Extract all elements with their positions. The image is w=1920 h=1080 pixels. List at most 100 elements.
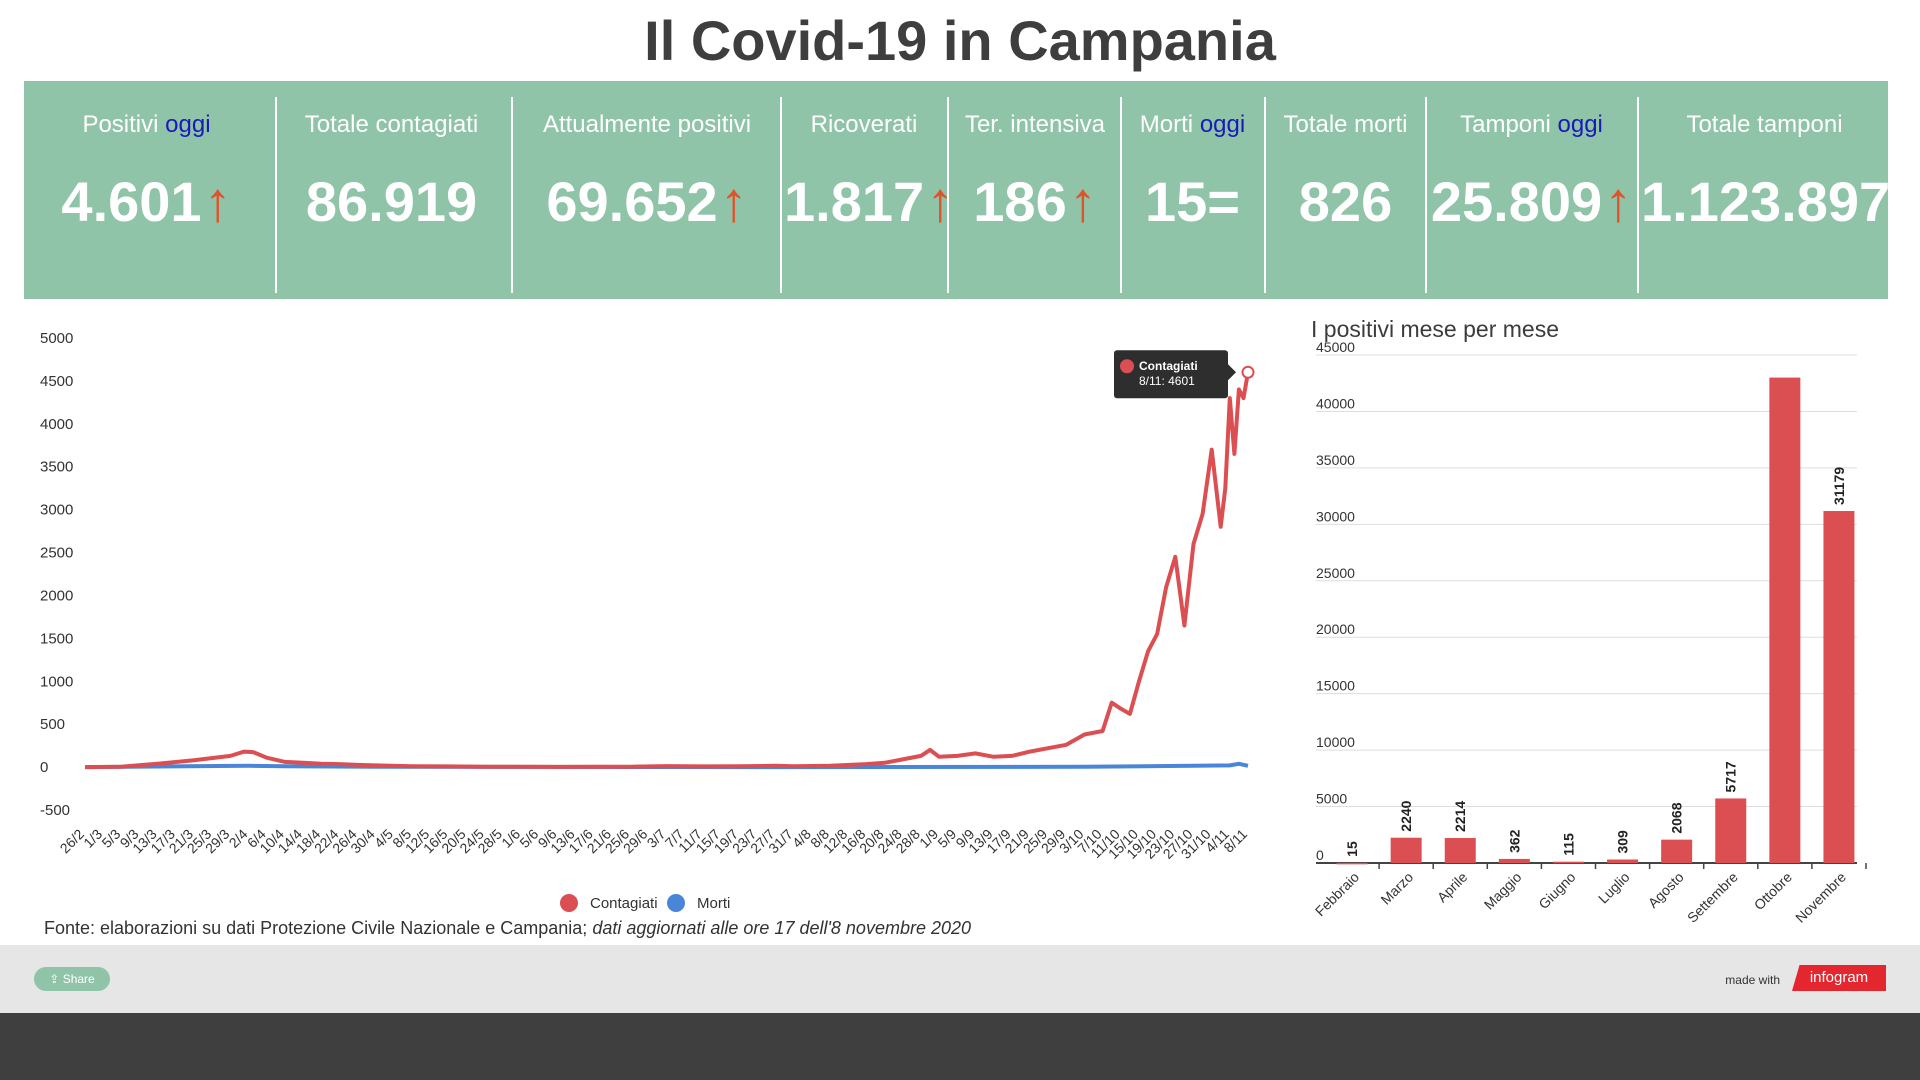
legend-swatch — [667, 894, 685, 912]
stat-card: Attualmente positivi 69.652↑ — [516, 81, 778, 299]
bar-data-label: 2240 — [1398, 800, 1414, 831]
stat-label-text: Totale tamponi — [1686, 111, 1843, 138]
stat-card: Totale contagiati 86.919 — [279, 81, 504, 299]
stat-today: oggi — [165, 111, 211, 138]
bar[interactable] — [1390, 837, 1422, 863]
bar-data-label: 309 — [1615, 830, 1631, 854]
stat-label-text: Morti — [1139, 111, 1194, 138]
stat-label: Morti oggi — [1124, 111, 1261, 139]
y-tick-label: 35000 — [1316, 452, 1355, 468]
y-tick-label: 1500 — [40, 630, 73, 647]
bar[interactable] — [1823, 511, 1855, 863]
footer: ⇪ Share made with infogram — [0, 945, 1920, 1013]
stat-value: 1.817↑ — [784, 169, 954, 234]
y-tick-label: 25000 — [1316, 565, 1355, 581]
legend-label: Contagiati — [590, 895, 658, 912]
y-tick-label: 0 — [1316, 847, 1324, 863]
stat-value: 1.123.897 — [1641, 169, 1891, 234]
share-icon: ⇪ — [49, 972, 60, 986]
x-category-label: Aprile — [1434, 869, 1471, 906]
stat-value-text: 1.123.897 — [1641, 170, 1891, 233]
bar[interactable] — [1661, 839, 1693, 863]
y-tick-label: 5000 — [40, 330, 73, 347]
legend-swatch — [560, 894, 578, 912]
bar[interactable] — [1607, 859, 1639, 863]
stat-label-text: Positivi — [82, 111, 159, 138]
y-tick-label: 5000 — [1316, 791, 1347, 807]
legend: Contagiati Morti — [560, 894, 730, 912]
stat-divider — [1425, 97, 1427, 293]
stat-value: 186↑ — [951, 169, 1119, 234]
stat-label-text: Totale morti — [1283, 111, 1408, 138]
y-tick-label: 10000 — [1316, 734, 1355, 750]
stat-label-text: Tamponi — [1460, 111, 1551, 138]
bar[interactable] — [1769, 377, 1801, 863]
stat-card: Totale tamponi 1.123.897 — [1641, 81, 1891, 299]
stat-value: 69.652↑ — [516, 169, 778, 234]
stat-divider — [780, 97, 782, 293]
stat-value-text: 86.919 — [305, 170, 478, 233]
trend-arrow-icon: ↑ — [1068, 170, 1097, 233]
stat-card: Positivi oggi 4.601↑ — [24, 81, 269, 299]
x-category-label: Maggio — [1481, 869, 1525, 913]
stat-label-text: Ter. intensiva — [964, 111, 1106, 138]
stat-card: Ricoverati 1.817↑ — [784, 81, 954, 299]
stat-divider — [947, 97, 949, 293]
x-category-label: Marzo — [1377, 869, 1416, 908]
bar-data-label: 15 — [1344, 841, 1360, 857]
share-label: Share — [62, 972, 95, 986]
bar[interactable] — [1336, 862, 1368, 865]
y-tick-label: 2000 — [40, 587, 73, 604]
stat-label: Ricoverati — [784, 111, 944, 139]
bar-chart-title: I positivi mese per mese — [1311, 316, 1559, 342]
stat-card: Ter. intensiva 186↑ — [951, 81, 1119, 299]
bar-data-label: 362 — [1506, 829, 1522, 853]
bar[interactable] — [1498, 858, 1530, 863]
y-tick-label: 2500 — [40, 545, 73, 562]
stat-value: 86.919 — [279, 169, 504, 234]
source-note: Fonte: elaborazioni su dati Protezione C… — [44, 918, 971, 939]
stat-value-text: 15= — [1145, 170, 1240, 233]
page-title: Il Covid-19 in Campania — [644, 9, 1276, 72]
stat-value-text: 826 — [1298, 170, 1393, 233]
stat-value: 25.809↑ — [1429, 169, 1634, 234]
bar[interactable] — [1444, 838, 1476, 863]
bar-data-label: 5717 — [1723, 761, 1739, 792]
stat-card: Morti oggi 15= — [1124, 81, 1261, 299]
highlight-point[interactable] — [1241, 365, 1255, 379]
y-tick-label: 3500 — [40, 459, 73, 476]
x-category-label: Luglio — [1595, 869, 1633, 907]
stat-value-text: 69.652 — [546, 170, 718, 233]
bar[interactable] — [1715, 798, 1747, 863]
tooltip-value: 8/11: 4601 — [1139, 374, 1195, 388]
y-tick-label: 1000 — [40, 673, 73, 690]
stat-label: Totale morti — [1268, 111, 1423, 139]
stat-value-text: 1.817 — [784, 170, 925, 233]
y-tick-label: 30000 — [1316, 508, 1355, 524]
bar-data-label: 2214 — [1452, 801, 1468, 832]
stat-label-text: Totale contagiati — [304, 111, 479, 138]
stat-label-text: Ricoverati — [810, 111, 918, 138]
bottom-bar — [0, 1013, 1920, 1080]
stat-label: Totale tamponi — [1641, 111, 1888, 139]
y-tick-label: 45000 — [1316, 339, 1355, 355]
tooltip-swatch — [1120, 359, 1134, 374]
x-category-label: Giugno — [1535, 869, 1578, 912]
stat-divider — [1264, 97, 1266, 293]
stat-card: Tamponi oggi 25.809↑ — [1429, 81, 1634, 299]
infogram-logo[interactable]: infogram — [1792, 965, 1886, 991]
stat-divider — [1120, 97, 1122, 293]
y-tick-label: 3000 — [40, 502, 73, 519]
source-update: dati aggiornati alle ore 17 dell'8 novem… — [592, 918, 972, 938]
x-category-label: Settembre — [1684, 869, 1741, 926]
share-button[interactable]: ⇪ Share — [34, 967, 110, 991]
y-tick-label: 4000 — [40, 416, 73, 433]
stat-value-text: 25.809 — [1430, 170, 1603, 233]
bar[interactable] — [1552, 861, 1584, 864]
stat-label-text: Attualmente positivi — [542, 111, 752, 138]
x-category-label: Ottobre — [1751, 869, 1795, 913]
y-tick-label: 4500 — [40, 373, 73, 390]
y-tick-label: 15000 — [1316, 678, 1355, 694]
